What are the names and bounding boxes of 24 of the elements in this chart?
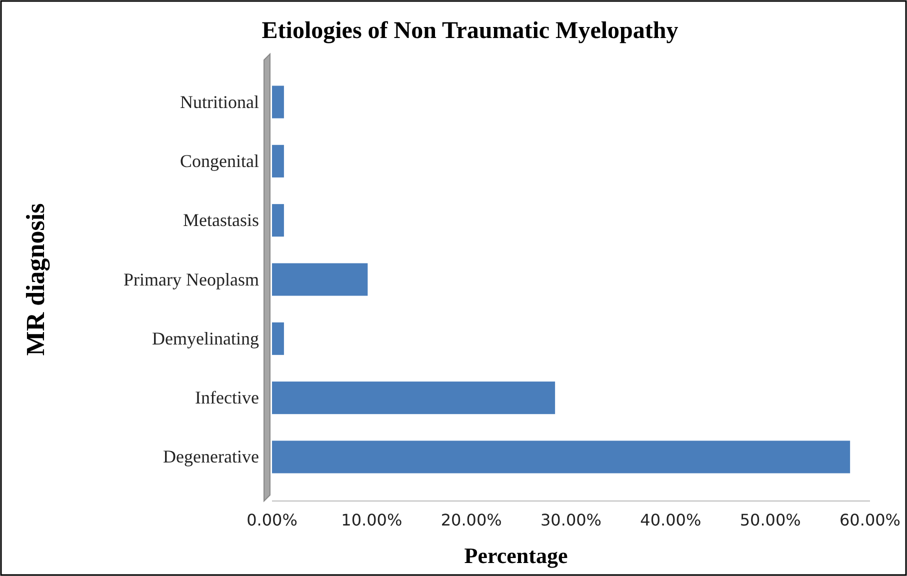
y-tick-label: Primary Neoplasm <box>124 269 259 290</box>
x-tick-label: 10.00% <box>341 510 402 530</box>
y-tick-label: Congenital <box>180 150 259 171</box>
y-tick-label: Infective <box>195 388 259 408</box>
y-axis-title: MR diagnosis <box>21 203 50 356</box>
x-tick-label: 30.00% <box>540 510 602 530</box>
x-tick-label: 0.00% <box>246 510 298 530</box>
x-tick-label: 40.00% <box>640 510 702 530</box>
x-tick-label: 60.00% <box>839 510 901 530</box>
bar <box>272 204 284 237</box>
bar <box>272 144 284 178</box>
chart-title: Etiologies of Non Traumatic Myelopathy <box>262 18 678 44</box>
y-tick-label: Degenerative <box>163 446 259 467</box>
x-axis-title: Percentage <box>464 543 568 568</box>
y-tick-label: Demyelinating <box>152 328 259 348</box>
bar <box>272 322 284 355</box>
bar <box>272 382 556 414</box>
bar <box>272 440 850 474</box>
x-tick-label: 20.00% <box>440 510 502 530</box>
x-tick-label: 50.00% <box>740 510 801 530</box>
y-tick-label: Nutritional <box>180 92 259 112</box>
y-tick-label: Metastasis <box>183 210 259 230</box>
bar <box>272 263 368 296</box>
bar <box>272 86 284 118</box>
